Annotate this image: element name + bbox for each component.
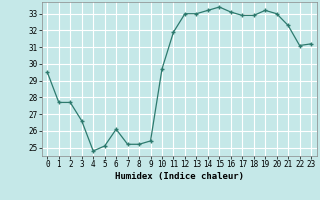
X-axis label: Humidex (Indice chaleur): Humidex (Indice chaleur): [115, 172, 244, 181]
